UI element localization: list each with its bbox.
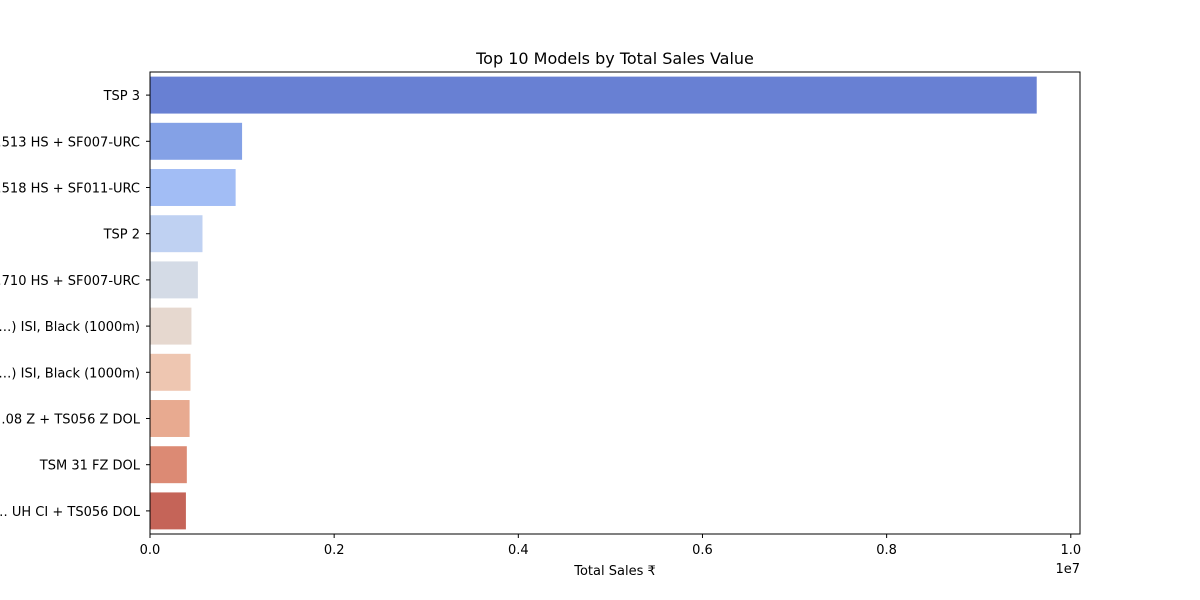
x-axis-offset-label: 1e7	[1055, 562, 1080, 577]
y-tick-label-9: TSM 31 FZ DOL	[39, 459, 141, 474]
bar-6	[150, 307, 192, 345]
bar-3	[150, 169, 236, 206]
bar-10	[150, 492, 186, 530]
bar-4	[150, 215, 203, 253]
y-tick-label-2: …513 HS + SF007-URC	[0, 135, 140, 150]
y-tick-label-4: TSP 2	[103, 228, 140, 243]
bar-2	[150, 122, 243, 160]
x-tick-label-1: 0.0	[140, 543, 161, 558]
bars-group	[150, 76, 1037, 530]
x-tick-label-6: 1.0	[1060, 543, 1081, 558]
bar-1	[150, 76, 1037, 114]
x-tick-label-3: 0.4	[508, 543, 529, 558]
bar-9	[150, 446, 187, 484]
y-tick-label-1: TSP 3	[103, 89, 140, 104]
x-tick-label-5: 0.8	[876, 543, 897, 558]
bar-7	[150, 353, 191, 391]
y-tick-label-10: … UH CI + TS056 DOL	[0, 505, 141, 520]
y-tick-label-6: …) ISI, Black (1000m)	[0, 320, 140, 335]
x-axis-ticks: 0.0 0.2 0.4 0.6 0.8 1.0	[140, 534, 1081, 558]
y-tick-label-5: …710 HS + SF007-URC	[0, 274, 140, 289]
y-axis-ticks: TSP 3 …513 HS + SF007-URC …518 HS + SF011-…	[0, 89, 150, 520]
x-tick-label-2: 0.2	[324, 543, 345, 558]
plot-frame	[149, 71, 1081, 535]
bar-8	[150, 400, 190, 437]
bar-5	[150, 261, 198, 299]
x-tick-label-4: 0.6	[692, 543, 713, 558]
y-tick-label-8: …08 Z + TS056 Z DOL	[0, 413, 141, 428]
x-axis-label: Total Sales ₹	[573, 564, 656, 579]
chart-title: Top 10 Models by Total Sales Value	[475, 49, 754, 68]
y-tick-label-7: …) ISI, Black (1000m)	[0, 366, 140, 381]
y-tick-label-3: …518 HS + SF011-URC	[0, 182, 140, 197]
